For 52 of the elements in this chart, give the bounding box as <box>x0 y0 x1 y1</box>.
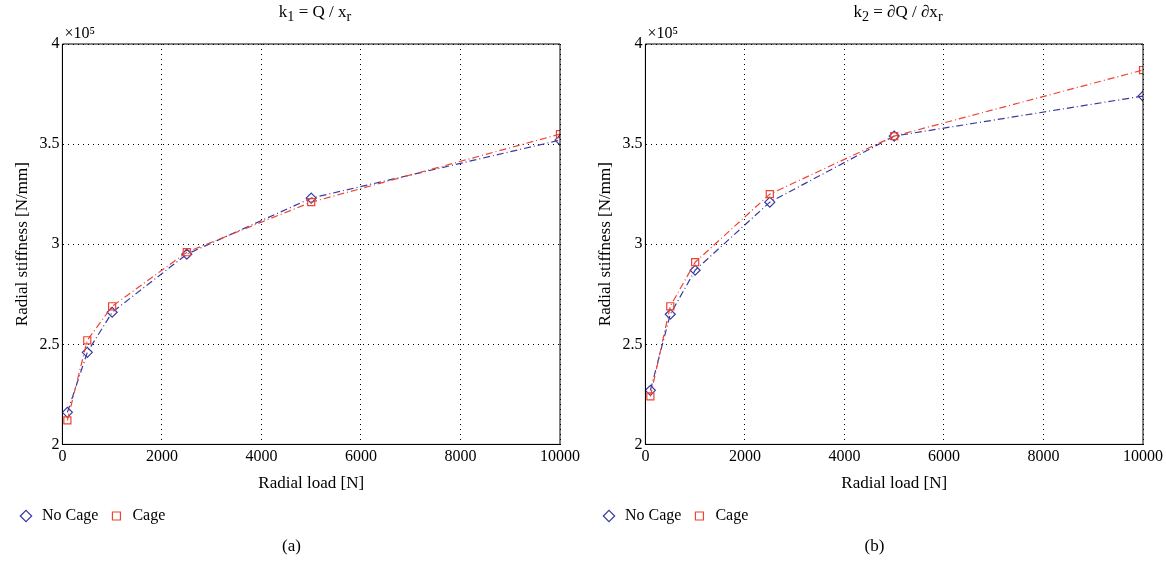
point <box>305 192 317 204</box>
x-tick-label: 4000 <box>245 447 278 465</box>
y-tick-label: 3.5 <box>622 134 643 152</box>
x-tick-label: 10000 <box>540 447 580 465</box>
x-tick-label: 6000 <box>927 447 960 465</box>
point <box>108 302 117 311</box>
text: (b) <box>863 536 886 556</box>
y-tick-label: 2.5 <box>39 334 60 352</box>
point <box>666 302 675 311</box>
x-tick-label: 8000 <box>1027 447 1060 465</box>
y-tick-label: 2 <box>634 434 643 452</box>
x-axis-title: Radial load [N] <box>258 473 365 493</box>
y-tick-label: 3.5 <box>39 134 60 152</box>
legend-label: Cage <box>132 506 166 525</box>
y-tick-label: 3 <box>51 234 60 252</box>
y-tick-label: 2.5 <box>622 334 643 352</box>
point <box>307 198 316 207</box>
y-axis-title: Radial stiffness [N/mm] <box>11 162 31 327</box>
y-tick-label: 4 <box>51 34 60 52</box>
y-axis-title: Radial stiffness [N/mm] <box>594 162 614 327</box>
x-tick-label: 8000 <box>444 447 477 465</box>
point <box>765 190 774 199</box>
x-tick-label: 0 <box>641 447 650 465</box>
x-tick-label: 0 <box>58 447 67 465</box>
point <box>664 308 676 320</box>
x-tick-label: 2000 <box>728 447 761 465</box>
point <box>106 306 118 318</box>
point <box>83 336 92 345</box>
point <box>691 258 700 267</box>
chart-title: k$_{2}$ = ∂Q / ∂x$_{r}$ <box>852 2 944 26</box>
point <box>81 346 93 358</box>
x-tick-label: 6000 <box>344 447 377 465</box>
y-tick-label: 2 <box>51 434 60 452</box>
text: ×10⁵ <box>647 24 679 42</box>
legend-label: No Cage <box>625 506 682 525</box>
point <box>645 384 656 396</box>
y-tick-label: 3 <box>634 234 643 252</box>
x-tick-label: 4000 <box>828 447 861 465</box>
chart-title: k$_{1}$ = Q / x$_{r}$ <box>277 2 353 26</box>
x-tick-label: 10000 <box>1123 447 1163 465</box>
legend-label: Cage <box>715 506 749 525</box>
legend-label: No Cage <box>42 506 99 525</box>
point <box>62 406 73 418</box>
text: (a) <box>281 536 302 556</box>
point <box>764 196 776 208</box>
x-tick-label: 2000 <box>145 447 178 465</box>
point <box>646 392 655 401</box>
text: ×10⁵ <box>64 24 96 42</box>
point <box>63 416 72 425</box>
point <box>689 264 701 276</box>
x-axis-title: Radial load [N] <box>841 473 948 493</box>
y-tick-label: 4 <box>634 34 643 52</box>
